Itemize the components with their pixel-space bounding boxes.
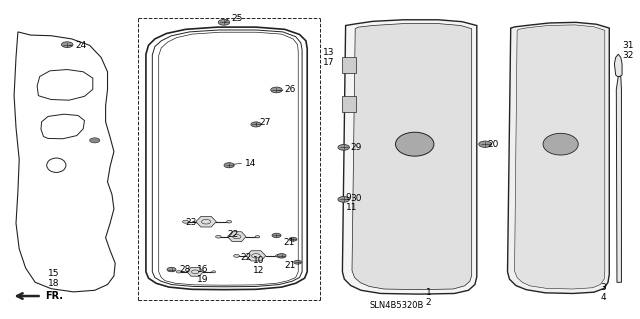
Text: 23: 23 <box>186 218 197 227</box>
Text: 13
17: 13 17 <box>323 48 335 67</box>
Text: 28: 28 <box>179 265 191 274</box>
Text: 22: 22 <box>227 230 239 239</box>
Circle shape <box>479 141 492 147</box>
Polygon shape <box>614 54 622 77</box>
Circle shape <box>218 19 230 25</box>
Circle shape <box>167 267 176 272</box>
Circle shape <box>275 255 280 257</box>
Polygon shape <box>352 24 472 290</box>
Circle shape <box>227 220 232 223</box>
Circle shape <box>294 260 301 264</box>
Text: 25: 25 <box>232 14 243 23</box>
Polygon shape <box>228 232 246 242</box>
Circle shape <box>338 145 349 150</box>
Text: 15
18: 15 18 <box>48 269 60 288</box>
Polygon shape <box>246 251 266 261</box>
Circle shape <box>212 271 216 273</box>
FancyBboxPatch shape <box>342 96 356 112</box>
Polygon shape <box>508 22 609 293</box>
Text: 30: 30 <box>351 194 362 203</box>
Text: 22: 22 <box>240 253 252 262</box>
Text: 21: 21 <box>283 238 294 247</box>
Polygon shape <box>196 216 216 227</box>
Text: 26: 26 <box>285 85 296 94</box>
Polygon shape <box>515 25 605 289</box>
Circle shape <box>177 271 181 273</box>
Polygon shape <box>187 267 204 276</box>
Circle shape <box>277 254 286 258</box>
Text: 3
4: 3 4 <box>600 283 606 302</box>
FancyBboxPatch shape <box>342 57 356 73</box>
Text: 1
2: 1 2 <box>426 288 431 307</box>
Circle shape <box>255 235 260 238</box>
Circle shape <box>338 197 349 202</box>
Text: 24: 24 <box>76 41 87 50</box>
Text: 14: 14 <box>244 159 256 168</box>
Polygon shape <box>342 20 477 294</box>
Text: 10
12: 10 12 <box>253 256 264 275</box>
Text: FR.: FR. <box>45 291 63 301</box>
Circle shape <box>289 237 297 241</box>
Ellipse shape <box>396 132 434 156</box>
Circle shape <box>271 87 282 93</box>
Ellipse shape <box>543 133 579 155</box>
Text: SLN4B5320B: SLN4B5320B <box>370 301 424 310</box>
Circle shape <box>90 138 100 143</box>
Circle shape <box>234 254 239 257</box>
Circle shape <box>182 220 189 223</box>
Circle shape <box>251 122 261 127</box>
Text: 21: 21 <box>285 261 296 270</box>
Text: 27: 27 <box>260 118 271 127</box>
Text: 16
19: 16 19 <box>197 265 209 284</box>
Text: 9
11: 9 11 <box>346 193 357 212</box>
Text: 29: 29 <box>351 143 362 152</box>
Circle shape <box>224 163 234 168</box>
Circle shape <box>216 235 221 238</box>
Circle shape <box>272 233 281 238</box>
Text: 20: 20 <box>488 140 499 149</box>
Text: 31
32: 31 32 <box>622 41 634 60</box>
Circle shape <box>61 42 73 48</box>
Polygon shape <box>616 77 621 282</box>
